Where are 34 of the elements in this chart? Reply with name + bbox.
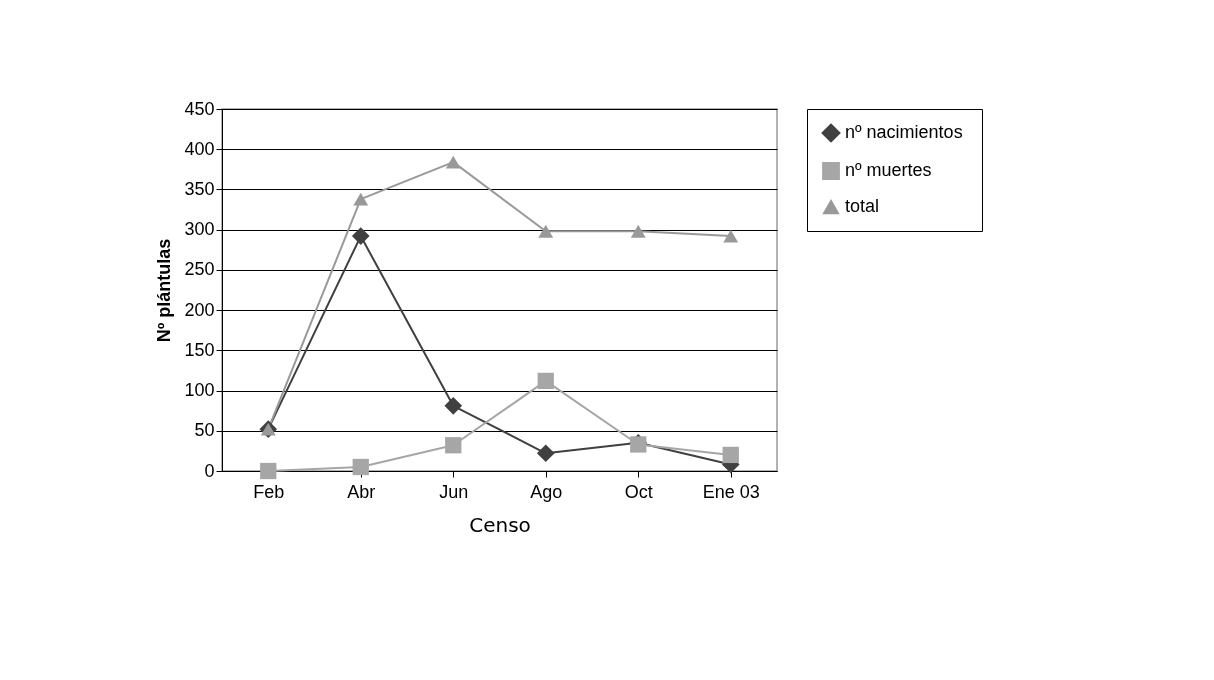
point xyxy=(536,444,555,463)
y-tick-label: 100 xyxy=(184,380,215,401)
y-axis-title: Nº plántulas xyxy=(154,238,175,343)
y-tick-label: 50 xyxy=(194,420,215,441)
point xyxy=(722,446,739,464)
x-tick-label: Oct xyxy=(624,481,653,502)
point xyxy=(630,224,646,238)
legend-label: nº muertes xyxy=(845,160,932,180)
y-tick-label: 250 xyxy=(184,259,215,280)
y-tick-label: 150 xyxy=(184,339,215,360)
x-tick-label: Feb xyxy=(253,481,285,502)
x-tick-label: Ago xyxy=(530,481,563,502)
point xyxy=(353,192,369,206)
point xyxy=(351,227,370,245)
point xyxy=(444,397,463,415)
x-tick-label: Jun xyxy=(439,481,469,502)
y-tick-label: 350 xyxy=(184,178,215,199)
point xyxy=(445,155,461,169)
legend-label: nº nacimientos xyxy=(845,122,963,142)
point xyxy=(538,224,554,238)
y-tick-label: 200 xyxy=(184,299,215,320)
y-tick-label: 0 xyxy=(204,460,215,481)
x-tick-label: Abr xyxy=(347,481,376,502)
y-tick-label: 300 xyxy=(184,219,215,240)
y-tick-label: 400 xyxy=(184,138,215,159)
point xyxy=(260,462,277,480)
legend-label: total xyxy=(845,196,880,216)
point xyxy=(537,372,554,390)
x-axis-title: Censo xyxy=(469,512,531,537)
point xyxy=(352,458,369,476)
y-tick-label: 450 xyxy=(184,98,215,119)
point xyxy=(445,437,462,454)
x-tick-label: Ene 03 xyxy=(702,481,760,502)
point xyxy=(723,229,739,243)
